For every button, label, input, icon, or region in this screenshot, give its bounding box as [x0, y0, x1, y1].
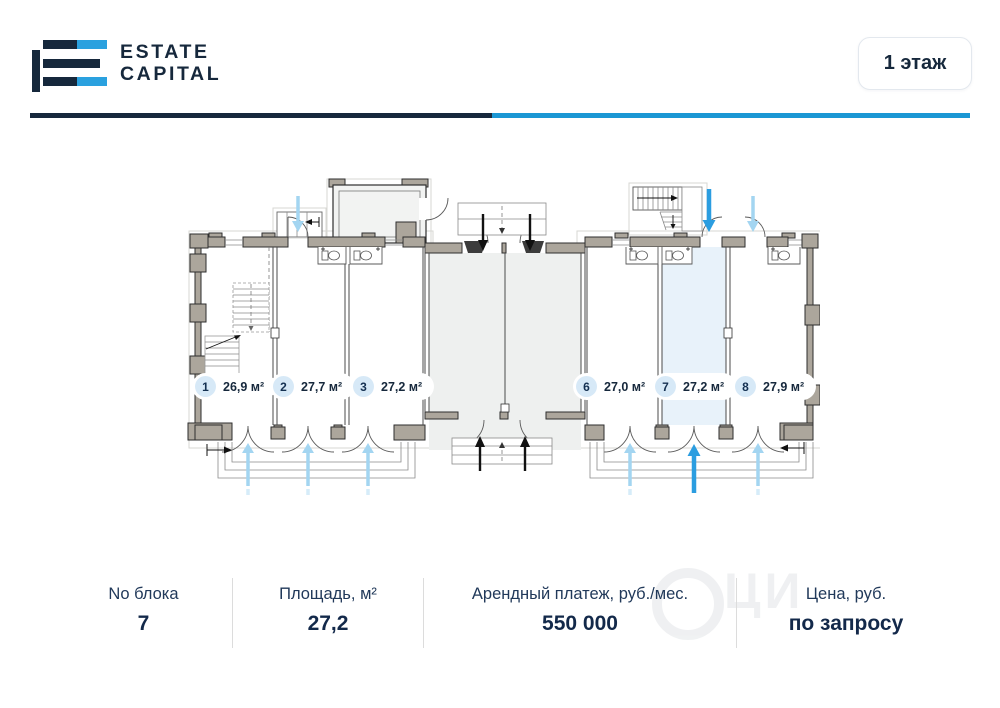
common-entrance-arrows — [475, 214, 535, 471]
details-value: по запросу — [788, 612, 904, 635]
details-table: No блока 7 Площадь, м² 27,2 Арендный пла… — [55, 578, 955, 648]
unit-area: 27,2 м² — [683, 379, 725, 394]
left-block-walls — [187, 232, 426, 441]
details-label: Арендный платеж, руб./мес. — [471, 585, 689, 603]
floor-selector-button[interactable]: 1 этаж — [858, 37, 972, 90]
unit-pill-1[interactable]: 1 26,9 м² — [192, 373, 277, 400]
unit-pill-2[interactable]: 2 27,7 м² — [270, 373, 355, 400]
unit-area: 27,0 м² — [604, 379, 646, 394]
unit-pill-6[interactable]: 6 27,0 м² — [573, 373, 658, 400]
dimension-marks — [206, 217, 805, 456]
bathrooms-left — [317, 247, 383, 265]
section-divider — [30, 113, 970, 118]
brand-line2: CAPITAL — [120, 62, 222, 85]
unit-number: 8 — [735, 376, 756, 397]
details-col-area: Площадь, м² 27,2 — [232, 578, 423, 648]
floor-label: 1 этаж — [883, 52, 947, 74]
unit-area: 27,7 м² — [301, 379, 343, 394]
unit-number: 7 — [655, 376, 676, 397]
entrance-arrows-pale — [242, 196, 764, 495]
unit-number: 3 — [353, 376, 374, 397]
unit-number: 6 — [576, 376, 597, 397]
unit-pill-7[interactable]: 7 27,2 м² — [652, 373, 737, 400]
unit-pill-3[interactable]: 3 27,2 м² — [350, 373, 435, 400]
right-block-walls — [584, 232, 821, 441]
unit-number: 2 — [273, 376, 294, 397]
details-value: 27,2 — [307, 612, 349, 635]
stairwell-unit1 — [204, 282, 270, 375]
details-value: 550 000 — [542, 612, 618, 635]
vestibule — [328, 178, 449, 244]
floor-plan-drawing — [187, 178, 822, 495]
brand-text: ESTATE CAPITAL — [120, 41, 222, 85]
hall-entrance-doors — [451, 202, 553, 465]
entrance-arrows-selected — [687, 189, 716, 493]
details-label: Площадь, м² — [279, 585, 377, 603]
details-col-price: Цена, руб. по запросу — [736, 578, 955, 648]
details-col-block-number: No блока 7 — [55, 578, 232, 648]
floor-plan — [180, 168, 822, 498]
unit-area: 27,2 м² — [381, 379, 423, 394]
estate-capital-logo-icon — [32, 40, 110, 93]
details-label: Цена, руб. — [805, 585, 887, 603]
unit-number: 1 — [195, 376, 216, 397]
unit-entrance-doors — [221, 216, 785, 453]
bathrooms-right — [625, 247, 801, 265]
details-col-rent: Арендный платеж, руб./мес. 550 000 — [423, 578, 736, 648]
details-value: 7 — [137, 612, 150, 635]
brand-line1: ESTATE — [120, 41, 210, 63]
unit-pill-8[interactable]: 8 27,9 м² — [732, 373, 817, 400]
unit-area: 27,9 м² — [763, 379, 805, 394]
exterior-stair-top-right — [632, 186, 703, 232]
terraces — [217, 442, 814, 479]
hall-walls — [424, 242, 586, 420]
details-label: No блока — [108, 585, 179, 603]
unit-area: 26,9 м² — [223, 379, 265, 394]
